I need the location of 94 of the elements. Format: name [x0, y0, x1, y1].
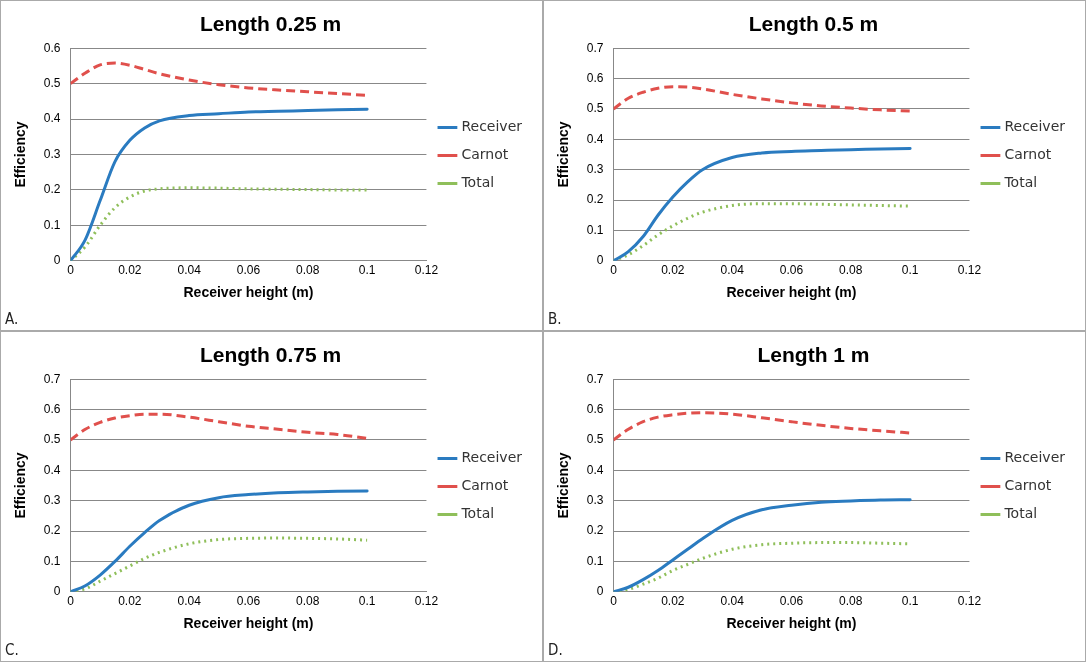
text: A. [5, 310, 19, 328]
y-tick-label: 0.5 [43, 75, 61, 90]
legend-label: Receiver [1004, 449, 1066, 466]
y-tick-label: 0 [53, 253, 61, 268]
x-tick-label: 0.06 [236, 263, 261, 278]
legend-label: Receiver [1004, 118, 1066, 135]
x-tick-label: 0 [67, 263, 75, 278]
x-tick-label: 0 [610, 594, 618, 609]
y-tick-label: 0.6 [43, 40, 61, 55]
y-tick-label: 0 [596, 253, 604, 268]
x-tick-label: 0.12 [957, 263, 982, 278]
text: D. [548, 641, 563, 659]
x-tick-label: 0.12 [414, 594, 439, 609]
x-tick-label: 0.04 [720, 263, 745, 278]
x-tick-label: 0.1 [901, 263, 919, 278]
legend-label: Total [460, 174, 495, 191]
x-tick-label: 0 [610, 263, 618, 278]
x-tick-label: 0.06 [779, 263, 804, 278]
x-tick-label: 0.02 [661, 263, 685, 278]
x-tick-label: 0 [67, 594, 75, 609]
legend-label: Carnot [461, 477, 509, 494]
legend-label: Receiver [461, 118, 523, 135]
x-axis-title: Receiver height (m) [183, 615, 314, 632]
line-series [70, 412, 369, 442]
x-axis-title: Receiver height (m) [183, 284, 314, 301]
y-tick-label: 0.3 [586, 162, 604, 176]
chart-title: Length 0.5 m [748, 12, 879, 36]
legend-label: Total [460, 505, 495, 522]
y-tick-label: 0.1 [43, 553, 61, 568]
y-axis-title: Efficiency [555, 452, 572, 519]
legend-label: Total [1003, 505, 1038, 522]
line-series [613, 498, 912, 592]
y-tick-label: 0.7 [43, 371, 61, 386]
x-tick-label: 0.04 [177, 594, 202, 609]
x-tick-label: 0.08 [296, 594, 320, 609]
x-tick-label: 0.06 [779, 594, 804, 609]
chart-title: Length 1 m [757, 343, 870, 367]
x-axis-title: Receiver height (m) [726, 615, 857, 632]
y-tick-label: 0.2 [43, 523, 61, 538]
x-tick-label: 0.02 [661, 594, 685, 609]
y-tick-label: 0.6 [43, 401, 61, 416]
x-tick-label: 0.04 [720, 594, 745, 609]
legend-label: Receiver [461, 449, 523, 466]
y-tick-label: 0.7 [586, 371, 604, 386]
text: B. [548, 310, 562, 328]
y-tick-label: 0.3 [43, 146, 61, 161]
y-axis-title: Efficiency [12, 121, 29, 188]
text: C. [5, 641, 19, 659]
y-tick-label: 0.7 [586, 40, 604, 55]
y-tick-label: 0.1 [43, 217, 61, 232]
legend-label: Carnot [1004, 477, 1052, 494]
x-tick-label: 0.08 [296, 263, 320, 278]
x-tick-label: 0.1 [358, 594, 376, 609]
x-tick-label: 0.08 [839, 263, 863, 278]
y-tick-label: 0.5 [586, 432, 604, 447]
x-tick-label: 0.02 [118, 263, 142, 278]
y-tick-label: 0.3 [43, 493, 61, 507]
y-tick-label: 0.4 [43, 462, 61, 477]
y-tick-label: 0.2 [586, 192, 604, 207]
y-tick-label: 0.6 [586, 401, 604, 416]
x-tick-label: 0.1 [358, 263, 376, 278]
chart-title: Length 0.75 m [199, 343, 342, 367]
line-series [70, 107, 369, 261]
legend-label: Carnot [1004, 146, 1052, 163]
y-tick-label: 0.2 [586, 523, 604, 538]
y-tick-label: 0.1 [586, 222, 604, 237]
y-tick-label: 0.6 [586, 70, 604, 85]
y-tick-label: 0 [53, 584, 61, 599]
chart-title: Length 0.25 m [199, 12, 342, 36]
y-tick-label: 0.5 [43, 432, 61, 447]
line-series [613, 411, 912, 442]
line-series [613, 146, 912, 261]
x-tick-label: 0.12 [957, 594, 982, 609]
y-tick-label: 0.4 [586, 462, 604, 477]
x-tick-label: 0.1 [901, 594, 919, 609]
y-tick-label: 0.4 [586, 131, 604, 146]
x-tick-label: 0.12 [414, 263, 439, 278]
y-tick-label: 0.5 [586, 101, 604, 116]
x-axis-title: Receiver height (m) [726, 284, 857, 301]
x-tick-label: 0.04 [177, 263, 202, 278]
y-tick-label: 0.4 [43, 111, 61, 126]
y-axis-title: Efficiency [555, 121, 572, 188]
line-series [70, 489, 369, 592]
x-tick-label: 0.06 [236, 594, 261, 609]
y-tick-label: 0.3 [586, 493, 604, 507]
x-tick-label: 0.02 [118, 594, 142, 609]
y-tick-label: 0 [596, 584, 604, 599]
x-tick-label: 0.08 [839, 594, 863, 609]
y-tick-label: 0.1 [586, 553, 604, 568]
line-series [613, 85, 912, 113]
legend-label: Carnot [461, 146, 509, 163]
y-tick-label: 0.2 [43, 182, 61, 197]
legend-label: Total [1003, 174, 1038, 191]
y-axis-title: Efficiency [12, 452, 29, 519]
